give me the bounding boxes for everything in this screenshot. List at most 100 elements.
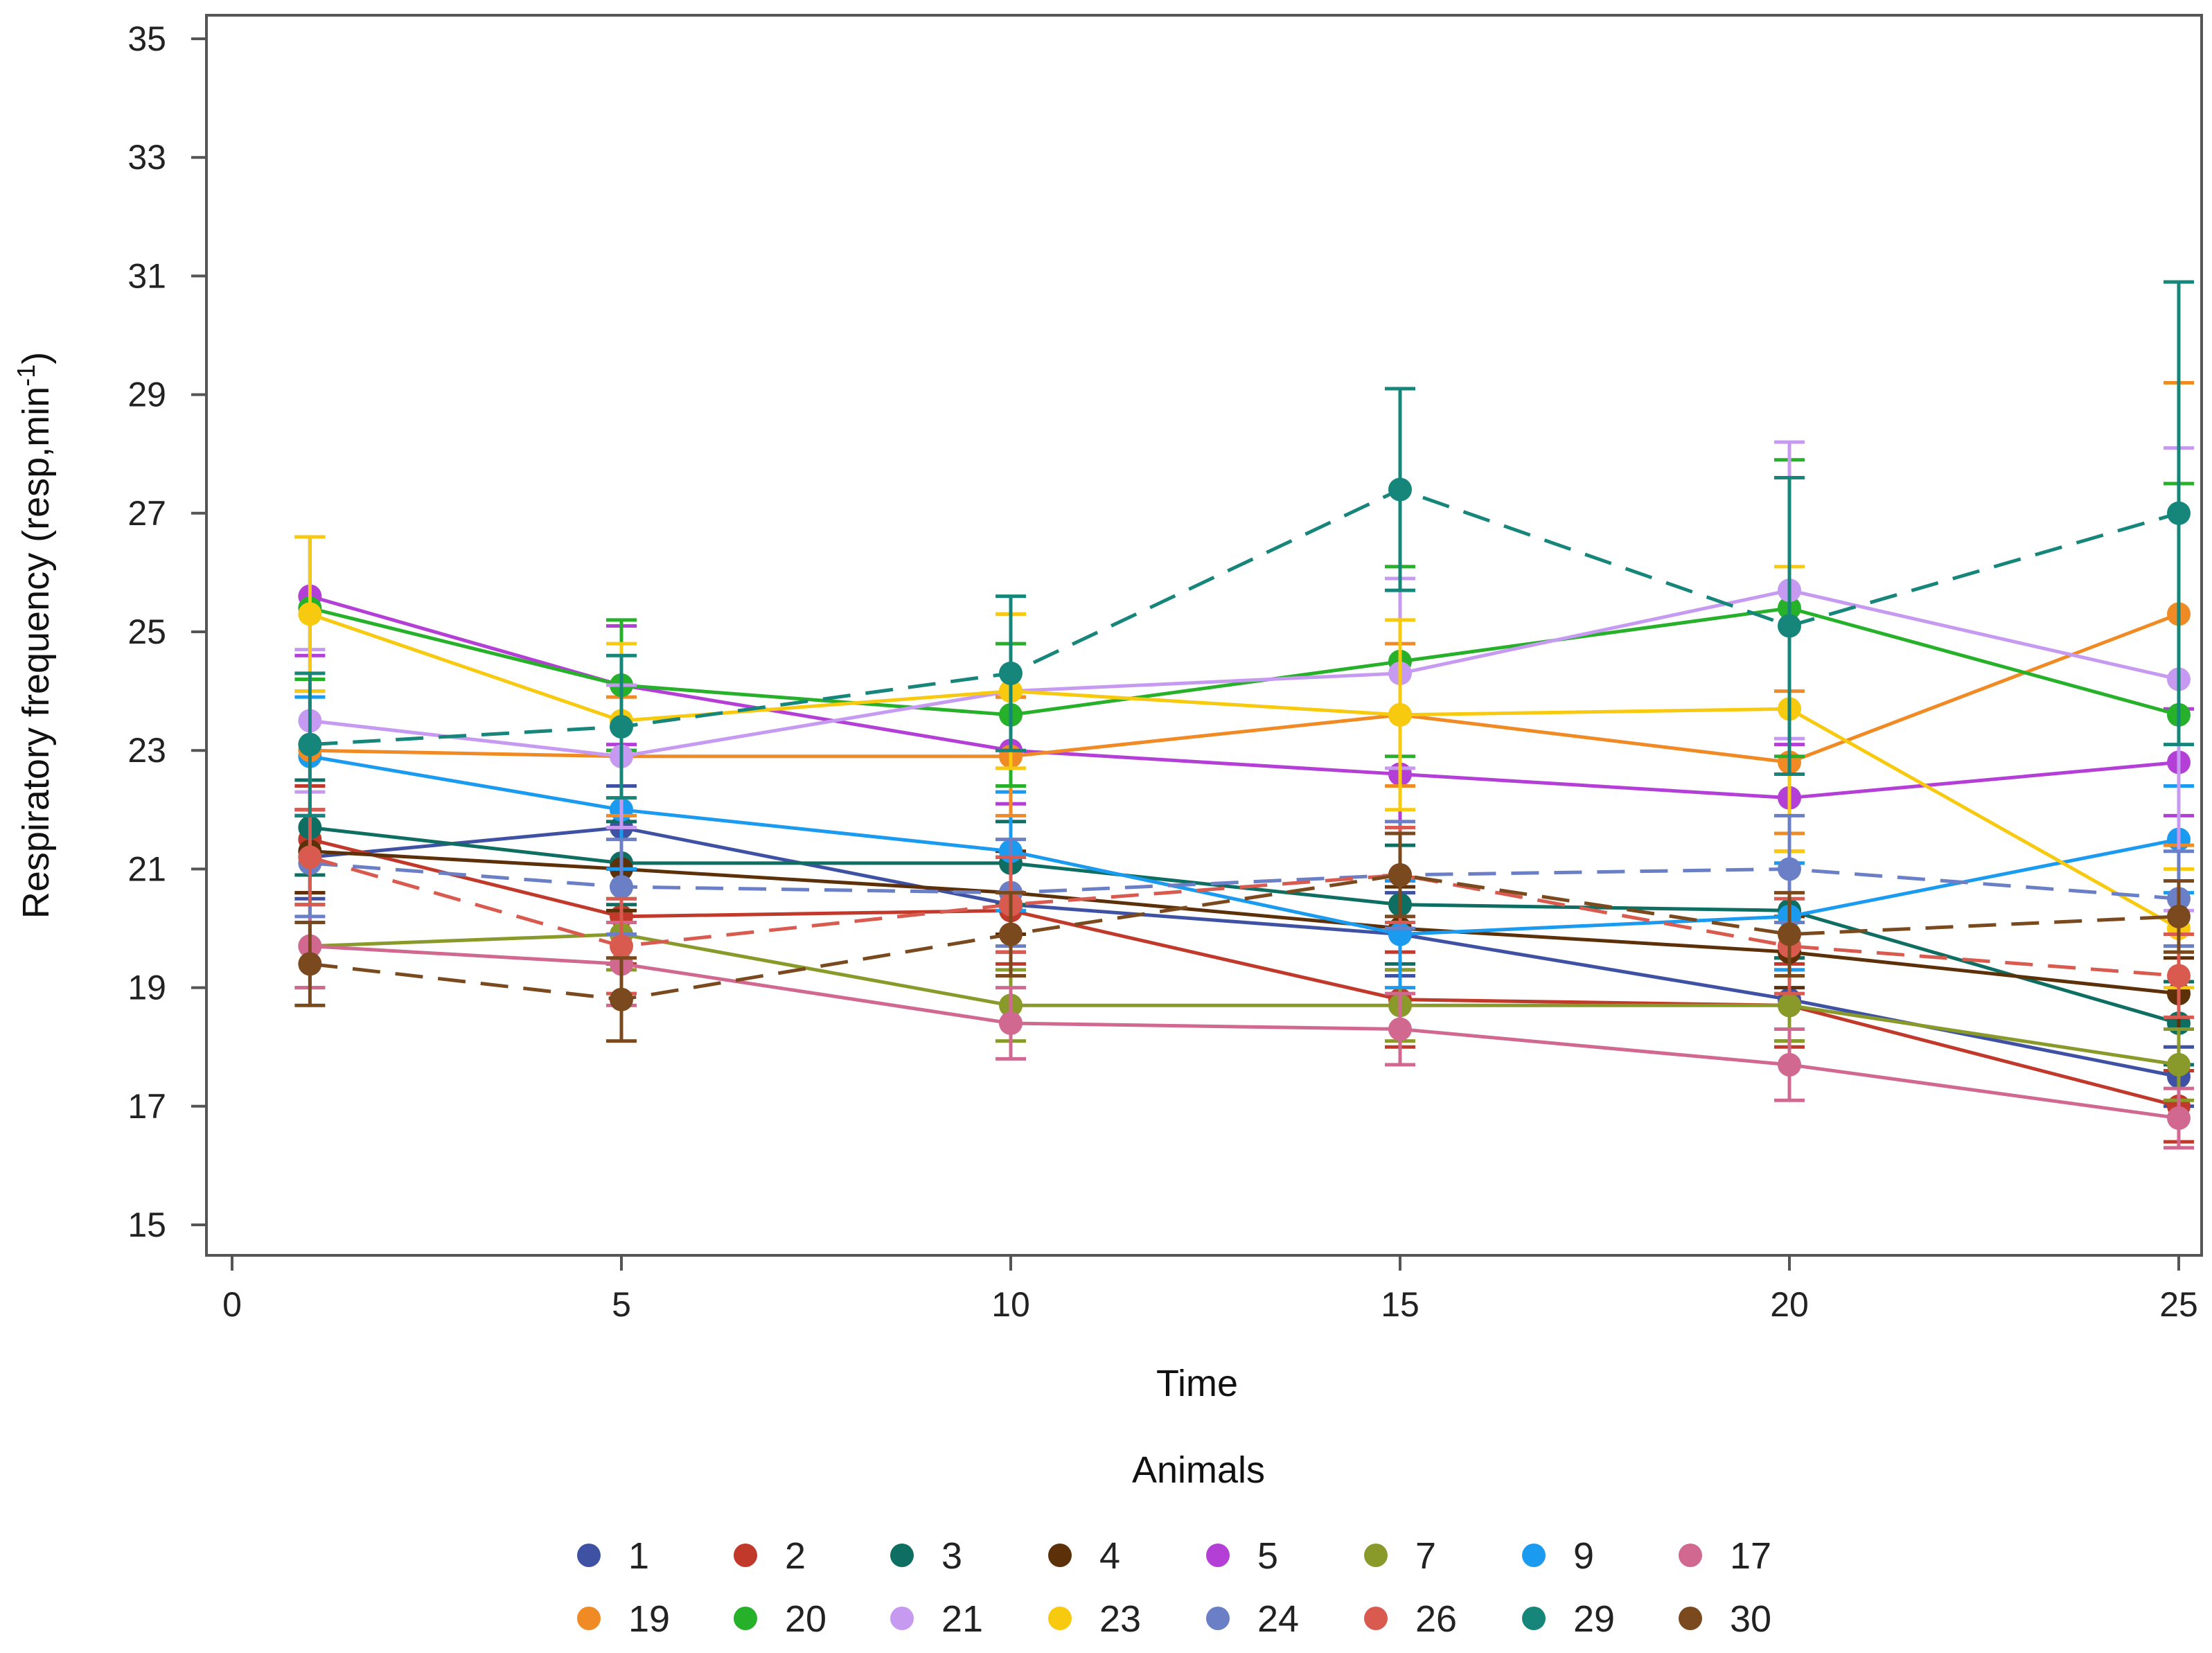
x-tick-label: 0 — [222, 1285, 242, 1324]
series-line — [309, 606, 2179, 717]
legend-label: 7 — [1415, 1535, 1436, 1577]
y-tick-label: 33 — [127, 138, 166, 177]
series-30 — [294, 831, 2194, 1043]
y-tick-label: 29 — [127, 375, 166, 414]
data-point — [1388, 477, 1412, 502]
series-line — [310, 588, 2179, 759]
legend-label: 17 — [1730, 1535, 1771, 1577]
legend-marker — [1364, 1607, 1388, 1630]
series-29 — [294, 280, 2194, 817]
legend-label: 20 — [785, 1598, 826, 1640]
legend-marker — [734, 1607, 757, 1630]
legend-label: 1 — [628, 1535, 649, 1577]
data-point — [610, 934, 633, 958]
x-tick-label: 25 — [2159, 1285, 2198, 1324]
legend-marker — [734, 1544, 757, 1567]
data-point — [1778, 922, 1801, 946]
plot-frame — [205, 14, 2203, 1257]
x-axis-title: Time — [1156, 1363, 1238, 1404]
series-line — [310, 825, 2179, 1025]
series-line — [310, 932, 2179, 1067]
data-point — [298, 952, 322, 976]
series-line — [309, 612, 2180, 930]
series-line — [309, 594, 2179, 800]
legend-item: 21 — [890, 1598, 983, 1640]
data-point — [1778, 614, 1801, 638]
legend-item: 29 — [1522, 1598, 1615, 1640]
legend-label: 24 — [1257, 1598, 1299, 1640]
data-point — [1778, 857, 1801, 881]
legend-item: 30 — [1679, 1598, 1771, 1640]
x-tick-label: 15 — [1381, 1285, 1419, 1324]
legend-marker — [1048, 1544, 1072, 1567]
legend-label: 19 — [628, 1598, 670, 1640]
legend-label: 3 — [941, 1535, 962, 1577]
legend-item: 7 — [1364, 1535, 1436, 1577]
series-line — [309, 838, 2179, 1108]
y-axis-title: Respiratory frequency (resp,min-1) — [12, 352, 57, 919]
legend-item: 20 — [734, 1598, 826, 1640]
legend-label: 5 — [1257, 1535, 1278, 1577]
data-point — [298, 732, 322, 757]
data-point — [610, 714, 633, 739]
series-line — [310, 873, 2179, 1002]
y-tick-label: 25 — [127, 612, 166, 651]
data-point — [2167, 501, 2191, 525]
legend-label: 9 — [1573, 1535, 1594, 1577]
data-point — [2167, 964, 2191, 988]
legend-label: 21 — [941, 1598, 983, 1640]
y-tick-label: 27 — [127, 494, 166, 533]
series-line — [310, 944, 2179, 1120]
legend-item: 26 — [1364, 1598, 1457, 1640]
data-point — [298, 602, 322, 626]
y-axis: 15 17 19 21 23 25 27 29 31 33 35 — [127, 19, 206, 1244]
data-point — [1778, 1052, 1801, 1077]
series-line — [310, 825, 2179, 1079]
legend-marker — [890, 1607, 914, 1630]
y-tick-label: 21 — [127, 849, 166, 888]
legend-marker — [1206, 1544, 1230, 1567]
legend-marker — [1679, 1544, 1702, 1567]
legend-marker — [1364, 1544, 1388, 1567]
x-tick-label: 5 — [612, 1285, 631, 1324]
legend-label: 2 — [785, 1535, 806, 1577]
legend-label: 4 — [1099, 1535, 1120, 1577]
data-point — [610, 987, 633, 1011]
legend-marker — [1206, 1607, 1230, 1630]
legend-marker — [1522, 1607, 1546, 1630]
series-17 — [294, 903, 2194, 1150]
legend-marker — [1048, 1607, 1072, 1630]
legend-title: Animals — [1132, 1449, 1265, 1491]
x-axis: 0 5 10 15 20 25 — [222, 1255, 2198, 1324]
legend-item: 23 — [1048, 1598, 1141, 1640]
data-point — [1388, 863, 1412, 887]
legend-item: 17 — [1679, 1535, 1771, 1577]
legend-item: 3 — [890, 1535, 962, 1577]
series-line — [309, 754, 2179, 937]
legend-item: 1 — [577, 1535, 649, 1577]
data-point — [298, 845, 322, 869]
x-tick-label: 10 — [991, 1285, 1030, 1324]
series-line — [310, 487, 2179, 747]
data-point — [999, 661, 1023, 685]
legend-marker — [1679, 1607, 1702, 1630]
series-line — [310, 861, 2179, 901]
data-point — [610, 875, 633, 899]
legend-marker — [577, 1544, 601, 1567]
legend-item: 2 — [734, 1535, 806, 1577]
data-point — [1388, 1017, 1412, 1041]
legend-label: 26 — [1415, 1598, 1457, 1640]
data-point — [2167, 904, 2191, 928]
legend-label: 30 — [1730, 1598, 1771, 1640]
y-tick-label: 15 — [127, 1205, 166, 1244]
y-tick-label: 35 — [127, 19, 166, 58]
series-line — [310, 849, 2179, 996]
y-tick-label: 17 — [127, 1087, 166, 1126]
series-23 — [294, 535, 2194, 990]
x-tick-label: 20 — [1770, 1285, 1809, 1324]
series-20 — [294, 458, 2194, 948]
legend-marker — [1522, 1544, 1546, 1567]
plot-area — [294, 280, 2194, 1150]
y-tick-label: 23 — [127, 731, 166, 770]
